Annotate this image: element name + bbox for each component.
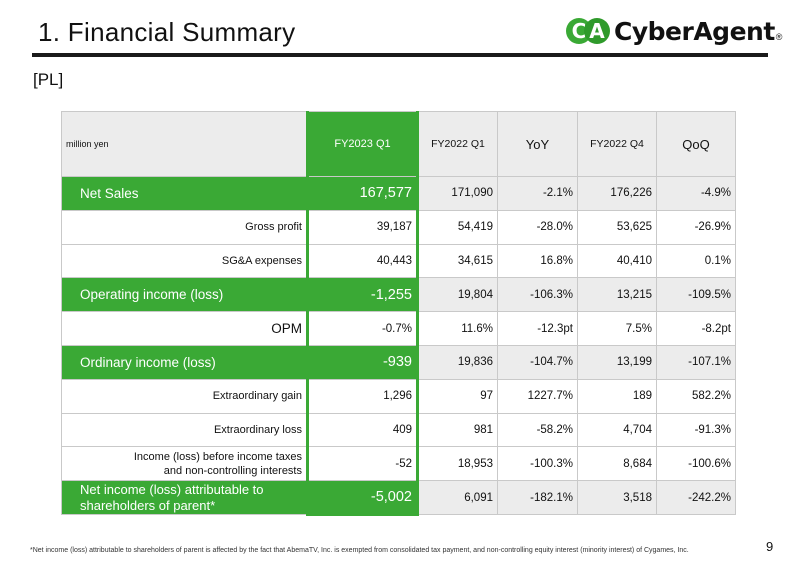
table-row: Operating income (loss) -1,255 19,804 -1… — [61, 277, 736, 313]
column-header: YoY — [497, 111, 578, 177]
row-label: Gross profit — [61, 209, 308, 245]
row-label: Operating income (loss) — [61, 277, 308, 313]
row-label-line: Net income (loss) attributable to — [80, 481, 264, 497]
column-header: QoQ — [656, 111, 736, 177]
row-label: Income (loss) before income taxes and no… — [61, 446, 308, 482]
page-title: 1. Financial Summary — [38, 17, 296, 47]
table-cell: 54,419 — [417, 209, 498, 245]
table-row: Ordinary income (loss) -939 19,836 -104.… — [61, 344, 736, 380]
row-label: Extraordinary loss — [61, 412, 308, 448]
table-row: Net income (loss) attributable to shareh… — [61, 480, 736, 516]
table-row: SG&A expenses 40,443 34,615 16.8% 40,410… — [61, 243, 736, 279]
table-cell: 40,410 — [577, 243, 657, 279]
page-number: 9 — [766, 539, 774, 554]
table-cell: -4.9% — [656, 176, 736, 211]
row-label: Ordinary income (loss) — [61, 344, 308, 380]
table-cell: 18,953 — [417, 446, 498, 482]
table-cell: -52 — [306, 446, 419, 482]
table-row: Extraordinary gain 1,296 97 1227.7% 189 … — [61, 378, 736, 414]
table-row: Gross profit 39,187 54,419 -28.0% 53,625… — [61, 209, 736, 245]
table-cell: -5,002 — [306, 480, 419, 516]
table-cell: 3,518 — [577, 480, 657, 515]
table-cell: 53,625 — [577, 209, 657, 245]
table-cell: 189 — [577, 378, 657, 414]
table-cell: 19,804 — [417, 277, 498, 313]
table-cell: -2.1% — [497, 176, 578, 211]
row-label-line: and non-controlling interests — [163, 464, 302, 477]
table-cell: 11.6% — [417, 311, 498, 346]
table-cell: -0.7% — [306, 311, 419, 346]
column-header: FY2022 Q1 — [417, 111, 498, 177]
table-cell: 167,577 — [306, 176, 419, 211]
table-cell: 176,226 — [577, 176, 657, 211]
table-cell: 171,090 — [417, 176, 498, 211]
table-cell: -242.2% — [656, 480, 736, 515]
table-cell: -8.2pt — [656, 311, 736, 346]
title-divider — [32, 53, 768, 57]
row-label: Net income (loss) attributable to shareh… — [61, 480, 308, 515]
table-cell: 409 — [306, 412, 419, 448]
table-cell: -182.1% — [497, 480, 578, 515]
table-cell: 1,296 — [306, 378, 419, 414]
table-row: Extraordinary loss 409 981 -58.2% 4,704 … — [61, 412, 736, 448]
row-label: Extraordinary gain — [61, 378, 308, 414]
unit-label: million yen — [61, 111, 308, 177]
row-label-line: shareholders of parent* — [80, 497, 216, 513]
table-cell: -12.3pt — [497, 311, 578, 346]
table-cell: 7.5% — [577, 311, 657, 346]
table-cell: 1227.7% — [497, 378, 578, 414]
table-header-row: million yen FY2023 Q1 FY2022 Q1 YoY FY20… — [61, 111, 736, 177]
table-cell: 0.1% — [656, 243, 736, 279]
table-cell: 16.8% — [497, 243, 578, 279]
table-cell: -58.2% — [497, 412, 578, 448]
row-label-line: Income (loss) before income taxes — [133, 450, 302, 463]
logo-registered-mark: ® — [775, 32, 783, 42]
row-label: Net Sales — [61, 176, 308, 211]
table-row: Income (loss) before income taxes and no… — [61, 446, 736, 482]
table-cell: 6,091 — [417, 480, 498, 515]
table-cell: -106.3% — [497, 277, 578, 313]
column-header: FY2023 Q1 — [306, 111, 419, 177]
financial-summary-table: million yen FY2023 Q1 FY2022 Q1 YoY FY20… — [61, 111, 736, 516]
table-cell: -100.3% — [497, 446, 578, 482]
table-cell: -26.9% — [656, 209, 736, 245]
row-label: SG&A expenses — [61, 243, 308, 279]
column-header: FY2022 Q4 — [577, 111, 657, 177]
footnote: *Net income (loss) attributable to share… — [30, 547, 689, 554]
logo-wordmark: CyberAgent — [614, 16, 775, 46]
table-cell: -109.5% — [656, 277, 736, 313]
table-cell: 13,215 — [577, 277, 657, 313]
table-row: Net Sales 167,577 171,090 -2.1% 176,226 … — [61, 176, 736, 211]
section-label: [PL] — [33, 70, 64, 89]
row-label: OPM — [61, 311, 308, 346]
table-cell: 8,684 — [577, 446, 657, 482]
table-cell: 4,704 — [577, 412, 657, 448]
table-cell: -104.7% — [497, 344, 578, 380]
table-cell: 34,615 — [417, 243, 498, 279]
table-cell: 582.2% — [656, 378, 736, 414]
table-row: OPM -0.7% 11.6% -12.3pt 7.5% -8.2pt — [61, 311, 736, 346]
table-cell: 40,443 — [306, 243, 419, 279]
table-cell: -939 — [306, 344, 419, 380]
table-cell: -91.3% — [656, 412, 736, 448]
table-cell: -1,255 — [306, 277, 419, 313]
table-cell: 981 — [417, 412, 498, 448]
table-cell: -28.0% — [497, 209, 578, 245]
table-cell: 97 — [417, 378, 498, 414]
table-cell: 13,199 — [577, 344, 657, 380]
table-cell: 19,836 — [417, 344, 498, 380]
table-cell: -107.1% — [656, 344, 736, 380]
table-cell: 39,187 — [306, 209, 419, 245]
table-cell: -100.6% — [656, 446, 736, 482]
